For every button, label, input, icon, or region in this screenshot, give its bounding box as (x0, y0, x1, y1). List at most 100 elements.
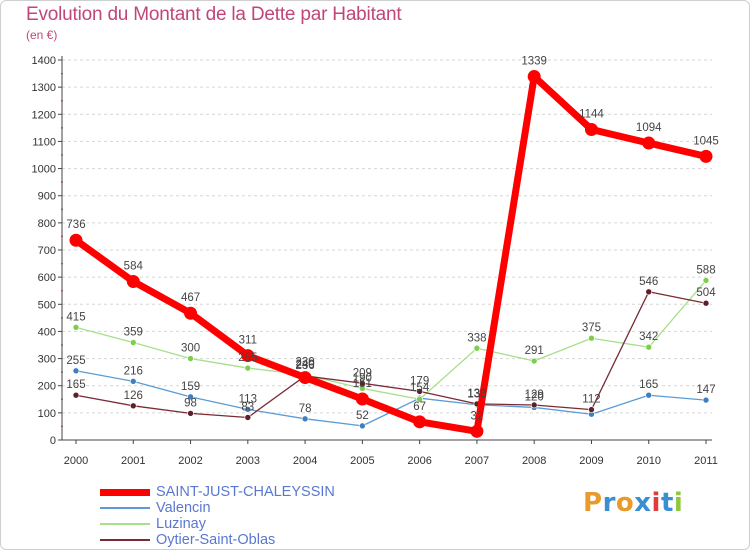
data-label: 154 (410, 382, 430, 394)
data-label: 209 (353, 367, 372, 379)
data-label: 1339 (521, 56, 547, 68)
data-label: 736 (66, 219, 85, 231)
x-tick-label: 2009 (579, 455, 603, 467)
data-point (72, 324, 80, 331)
data-point (187, 355, 194, 362)
series-line-saint-just-chaleyssin (72, 73, 710, 435)
data-label: 1144 (579, 108, 604, 120)
data-point (588, 406, 595, 413)
data-point (584, 122, 598, 136)
data-label: 165 (66, 379, 85, 391)
data-label: 112 (582, 394, 600, 406)
data-label: 1094 (636, 122, 662, 134)
legend-label: Oytier-Saint-Oblas (156, 532, 276, 548)
logo-letter: x (634, 488, 652, 518)
legend-label: SAINT-JUST-CHALEYSSIN (156, 484, 335, 500)
data-label: 52 (356, 410, 369, 422)
data-point (72, 391, 80, 399)
data-point (244, 364, 252, 372)
data-point (527, 70, 541, 84)
data-point (645, 391, 653, 399)
data-point (301, 415, 309, 423)
y-tick-label: 200 (38, 381, 56, 393)
y-tick-label: 400 (38, 326, 56, 338)
logo-letter: i (651, 488, 661, 518)
data-point (699, 149, 713, 163)
data-point (129, 378, 137, 385)
data-point (72, 367, 80, 375)
x-tick-label: 2002 (178, 455, 202, 467)
data-point (187, 410, 194, 417)
data-label: 179 (410, 375, 429, 387)
data-label: 113 (239, 393, 257, 405)
data-label: 311 (239, 335, 257, 347)
data-point (359, 422, 366, 430)
data-point (645, 343, 653, 351)
data-label: 133 (467, 388, 486, 400)
y-tick-label: 1200 (32, 109, 56, 121)
data-point (187, 393, 194, 401)
data-point (702, 299, 710, 307)
data-label: 342 (639, 331, 658, 343)
data-label: 584 (124, 260, 144, 272)
data-label: 130 (467, 389, 486, 401)
data-label: 265 (238, 352, 257, 364)
y-tick-label: 100 (38, 408, 56, 420)
data-label: 67 (413, 401, 426, 413)
x-tick-label: 2010 (636, 455, 660, 467)
data-point (473, 344, 481, 352)
data-point (588, 334, 595, 342)
data-point (645, 288, 653, 296)
y-tick-label: 900 (38, 191, 56, 203)
data-label: 98 (184, 397, 197, 409)
data-point (416, 388, 423, 395)
data-label: 83 (241, 401, 254, 413)
data-point (470, 424, 484, 438)
data-point (355, 392, 369, 406)
data-label: 190 (353, 372, 372, 384)
data-point (244, 414, 252, 421)
data-label: 129 (525, 389, 544, 401)
data-point (530, 357, 538, 365)
data-label: 359 (124, 327, 143, 339)
data-label: 32 (471, 410, 484, 422)
y-tick-label: 1100 (32, 136, 56, 148)
legend-swatch (100, 539, 150, 541)
data-point (126, 274, 140, 288)
y-tick-label: 1000 (32, 164, 56, 176)
chart-title: Evolution du Montant de la Dette par Hab… (26, 4, 402, 25)
y-tick-label: 1300 (32, 82, 56, 94)
data-label: 504 (696, 287, 716, 299)
series-line-valencin (75, 370, 707, 427)
line-chart: 0 100 200 300 400 500 600 700 800 900 1000 1100 1200… (32, 55, 719, 467)
data-label: 78 (299, 403, 312, 415)
data-label: 230 (295, 357, 314, 369)
x-tick-label: 2011 (694, 455, 718, 467)
data-label: 147 (696, 384, 715, 396)
data-point (530, 401, 538, 409)
data-label: 588 (696, 264, 715, 276)
y-tick-label: 600 (38, 272, 56, 284)
data-point (241, 349, 255, 363)
x-tick-label: 2008 (522, 455, 546, 467)
data-label: 236 (295, 360, 314, 372)
data-label: 255 (66, 355, 85, 367)
x-tick-label: 2005 (350, 455, 374, 467)
x-tick-label: 2006 (407, 455, 431, 467)
data-label: 216 (124, 365, 143, 377)
data-point (702, 396, 710, 404)
series-line-luzinay (75, 279, 707, 400)
data-point (298, 371, 312, 385)
legend-label: Luzinay (156, 516, 206, 532)
proxiti-logo: Proxiti (583, 488, 683, 518)
data-point (416, 395, 423, 403)
y-tick-label: 0 (50, 435, 56, 447)
x-tick-label: 2000 (64, 455, 88, 467)
logo-letter: t (660, 488, 674, 518)
x-tick-label: 2001 (121, 455, 145, 467)
data-label: 1045 (693, 135, 719, 147)
data-label: 240 (295, 359, 314, 371)
data-label: 375 (582, 322, 601, 334)
x-tick-label: 2007 (465, 455, 489, 467)
data-point (359, 379, 366, 387)
